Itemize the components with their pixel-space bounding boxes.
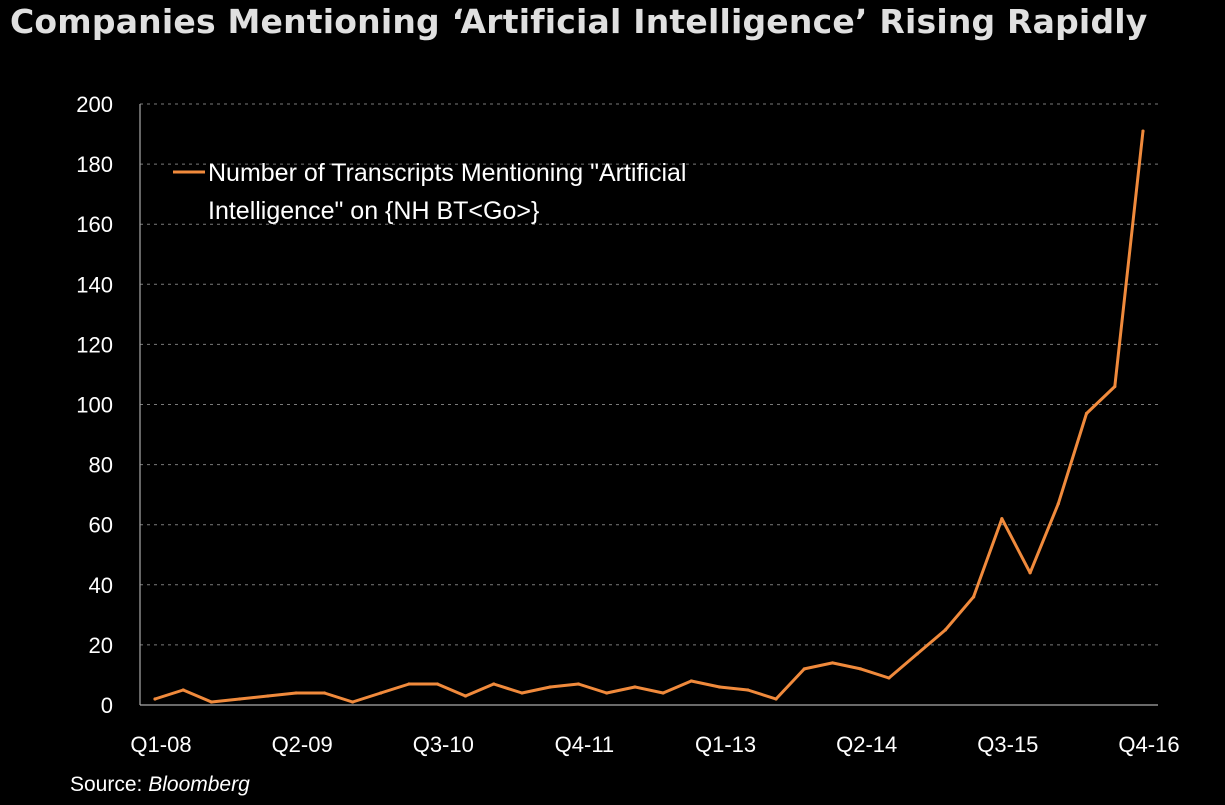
data-point (238, 697, 242, 701)
y-tick-label: 140 (76, 272, 113, 297)
y-tick-label: 160 (76, 212, 113, 237)
y-tick-label: 180 (76, 152, 113, 177)
data-point (1056, 502, 1060, 506)
data-point (351, 700, 355, 704)
data-point (407, 682, 411, 686)
y-tick-label: 0 (101, 693, 113, 718)
data-point (1084, 411, 1089, 416)
data-point (379, 691, 383, 695)
data-point (943, 628, 948, 632)
x-axis-tick-labels: Q1-08 Q2-09 Q3-10 Q4-11 Q1-13 Q2-14 Q3-15 Q4-16 (130, 732, 1179, 757)
data-point (266, 694, 270, 698)
series-line (154, 130, 1145, 704)
data-point (830, 661, 835, 665)
data-point (209, 700, 214, 704)
y-tick-label: 200 (76, 92, 113, 117)
data-point (463, 694, 468, 698)
data-point (802, 667, 806, 671)
data-point (972, 595, 976, 599)
data-point (633, 685, 637, 689)
y-axis-tick-labels: 0 20 40 60 80 100 120 140 160 180 200 (76, 92, 113, 718)
data-point (887, 676, 891, 680)
gridlines (140, 103, 1158, 646)
data-point (661, 691, 665, 695)
chart-title: Companies Mentioning ‘Artificial Intelli… (10, 2, 1148, 41)
y-tick-label: 80 (89, 453, 113, 478)
y-tick-label: 120 (76, 332, 113, 357)
data-point (717, 685, 722, 689)
data-point (774, 697, 778, 701)
x-tick-label: Q4-16 (1118, 732, 1179, 757)
data-point (322, 691, 326, 695)
data-series (153, 129, 1145, 704)
y-tick-label: 40 (89, 573, 113, 598)
data-point (1141, 129, 1145, 133)
source-name: Bloomberg (148, 773, 250, 796)
data-point (435, 682, 439, 686)
data-point (859, 667, 863, 671)
data-point (746, 688, 750, 692)
data-point (548, 685, 552, 689)
x-tick-label: Q4-11 (555, 732, 615, 757)
axes (139, 104, 1158, 706)
data-point (1000, 517, 1004, 521)
source-label: Source: (70, 773, 143, 796)
data-point (1028, 571, 1032, 575)
data-point (181, 688, 185, 692)
source-note: Source: Bloomberg (70, 773, 250, 797)
legend-label: Intelligence" on {NH BT<Go>} (208, 197, 539, 225)
data-point (576, 682, 581, 686)
x-tick-label: Q3-15 (977, 732, 1038, 757)
x-tick-label: Q1-13 (695, 732, 756, 757)
legend-label: Number of Transcripts Mentioning "Artifi… (208, 159, 687, 187)
x-tick-label: Q3-10 (413, 732, 474, 757)
data-point (153, 697, 157, 701)
y-tick-label: 20 (89, 633, 113, 658)
y-tick-label: 100 (76, 393, 113, 418)
data-point (689, 679, 693, 683)
x-tick-label: Q2-09 (272, 732, 333, 757)
data-point (915, 652, 919, 656)
legend: Number of Transcripts Mentioning "Artifi… (173, 159, 687, 225)
data-point (1113, 384, 1117, 389)
data-point (492, 682, 496, 686)
x-tick-label: Q2-14 (836, 732, 897, 757)
data-point (520, 691, 524, 695)
y-tick-label: 60 (89, 513, 113, 538)
x-tick-label: Q1-08 (130, 732, 191, 757)
data-point (605, 691, 609, 695)
data-point (294, 691, 298, 695)
